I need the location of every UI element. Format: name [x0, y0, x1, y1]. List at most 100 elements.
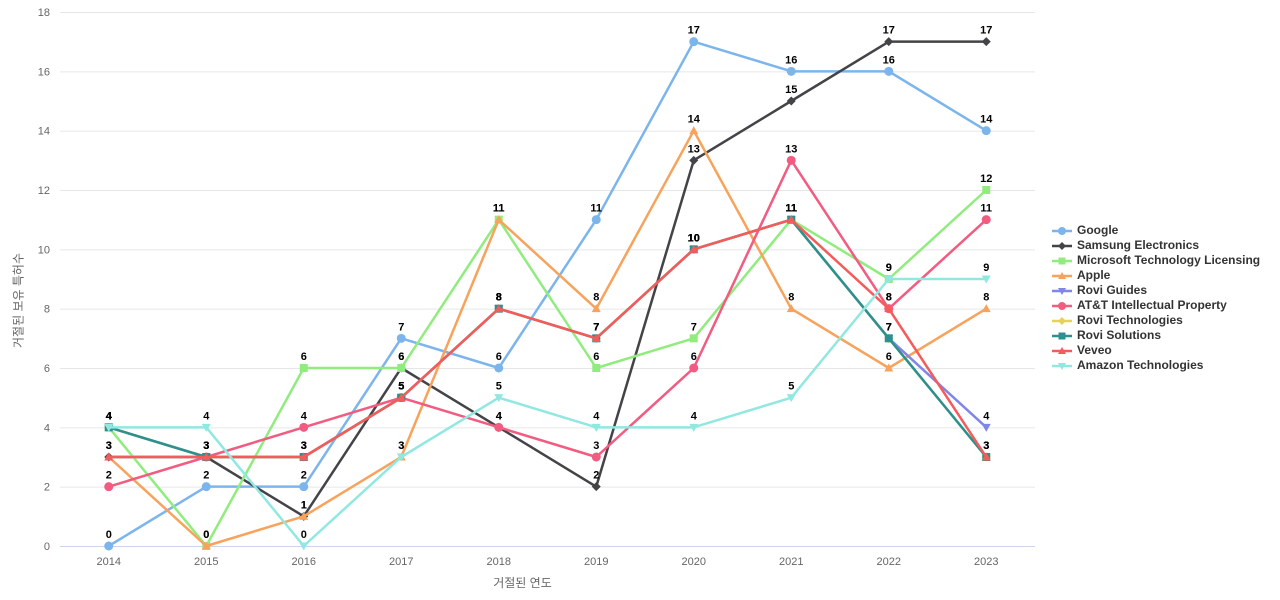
x-tick-label: 2020: [682, 556, 706, 568]
data-label: 4: [496, 410, 503, 422]
y-tick-label: 18: [38, 7, 50, 19]
x-tick-label: 2019: [584, 556, 608, 568]
series-data-labels: 2 3 4 5 4 3 6 13 8 11: [106, 143, 992, 481]
series-data-labels: 3 3 3 5 8 7 10 11 8 3: [106, 203, 990, 452]
data-label: 3: [983, 440, 989, 452]
series-data-labels: 4 3 3 5 8 7 10 11 7 3: [106, 203, 990, 452]
legend-marker-icon: [1052, 316, 1072, 325]
y-tick-label: 16: [38, 66, 50, 78]
data-label: 2: [203, 470, 209, 482]
x-axis-title: 거절된 연도: [493, 576, 552, 590]
data-label: 10: [688, 232, 700, 244]
data-label: 1: [301, 499, 307, 511]
legend-marker-icon: [1052, 332, 1072, 339]
legend-marker-icon: [1052, 271, 1072, 279]
data-label: 4: [106, 410, 113, 422]
data-label: 8: [593, 292, 599, 304]
data-label: 6: [398, 351, 404, 363]
data-label: 8: [886, 292, 892, 304]
data-label: 5: [398, 381, 404, 393]
data-label: 5: [496, 381, 502, 393]
data-label: 9: [983, 262, 989, 274]
data-label: 10: [688, 232, 700, 244]
legend-item-rovi-technologies[interactable]: Rovi Technologies: [1052, 313, 1260, 328]
data-label: 7: [886, 321, 892, 333]
data-label: 17: [980, 25, 992, 37]
data-label: 3: [106, 440, 112, 452]
data-label: 8: [788, 292, 794, 304]
data-label: 6: [301, 351, 307, 363]
data-label: 11: [785, 203, 797, 215]
data-label: 8: [496, 292, 502, 304]
data-label: 1: [301, 499, 307, 511]
data-label: 3: [203, 440, 209, 452]
data-label: 2: [301, 470, 307, 482]
legend-item-samsung-electronics[interactable]: Samsung Electronics: [1052, 238, 1260, 253]
data-label: 6: [496, 351, 502, 363]
data-label: 4: [203, 410, 210, 422]
data-label: 11: [493, 203, 505, 215]
data-label: 6: [886, 351, 892, 363]
data-label: 17: [688, 25, 700, 37]
data-label: 11: [980, 203, 992, 215]
data-label: 3: [983, 440, 989, 452]
legend-label: Samsung Electronics: [1077, 238, 1200, 252]
series-data-labels: 4 4 0 3 5 4 4 5 9 9: [106, 262, 990, 541]
x-tick-label: 2016: [292, 556, 316, 568]
data-label: 10: [688, 232, 700, 244]
data-label: 2: [106, 470, 112, 482]
data-label: 9: [886, 262, 892, 274]
data-label: 14: [980, 114, 993, 126]
data-label: 8: [496, 292, 502, 304]
data-label: 5: [398, 381, 404, 393]
legend-label: Microsoft Technology Licensing: [1077, 253, 1261, 267]
data-label: 3: [203, 440, 209, 452]
data-label: 0: [106, 529, 112, 541]
data-label: 4: [301, 410, 308, 422]
data-label: 3: [301, 440, 307, 452]
legend-item-veveo[interactable]: Veveo: [1052, 343, 1260, 358]
data-label: 13: [785, 143, 797, 155]
data-label: 3: [106, 440, 112, 452]
legend-item-rovi-solutions[interactable]: Rovi Solutions: [1052, 328, 1260, 343]
data-label: 17: [883, 25, 895, 37]
data-label: 3: [398, 440, 404, 452]
data-label: 3: [203, 440, 209, 452]
legend-item-at-t-intellectual-property[interactable]: AT&T Intellectual Property: [1052, 298, 1260, 313]
data-label: 3: [398, 440, 404, 452]
data-label: 5: [398, 381, 404, 393]
y-tick-label: 0: [44, 541, 50, 553]
data-label: 11: [493, 203, 505, 215]
legend-item-google[interactable]: Google: [1052, 223, 1260, 238]
y-tick-label: 14: [38, 126, 50, 138]
data-label: 3: [593, 440, 599, 452]
series-data-labels: 4 3 3 5 8 7 10 11 7 4: [106, 203, 991, 452]
data-label: 6: [398, 351, 404, 363]
legend-item-rovi-guides[interactable]: Rovi Guides: [1052, 283, 1260, 298]
legend-item-apple[interactable]: Apple: [1052, 268, 1260, 283]
data-label: 14: [688, 114, 701, 126]
data-label: 11: [785, 203, 797, 215]
data-label: 11: [785, 203, 797, 215]
data-label: 6: [691, 351, 697, 363]
y-tick-label: 10: [38, 244, 50, 256]
data-label: 13: [688, 143, 700, 155]
data-label: 3: [203, 440, 209, 452]
series-data-labels: 3 3 1 6 4 2 13 15 17 17: [106, 25, 993, 512]
y-axis-title: 거절된 보유 특허수: [11, 253, 26, 348]
data-label: 0: [301, 529, 307, 541]
data-label: 9: [886, 262, 892, 274]
x-tick-label: 2017: [389, 556, 413, 568]
series-rovi-guides: [104, 216, 991, 462]
legend-item-microsoft-technology-licensing[interactable]: Microsoft Technology Licensing: [1052, 253, 1260, 268]
data-label: 3: [203, 440, 209, 452]
data-label: 12: [980, 173, 992, 185]
legend-item-amazon-technologies[interactable]: Amazon Technologies: [1052, 358, 1260, 373]
data-label: 8: [496, 292, 502, 304]
legend-marker-icon: [1052, 346, 1072, 354]
data-label: 15: [785, 84, 797, 96]
data-label: 11: [785, 203, 797, 215]
